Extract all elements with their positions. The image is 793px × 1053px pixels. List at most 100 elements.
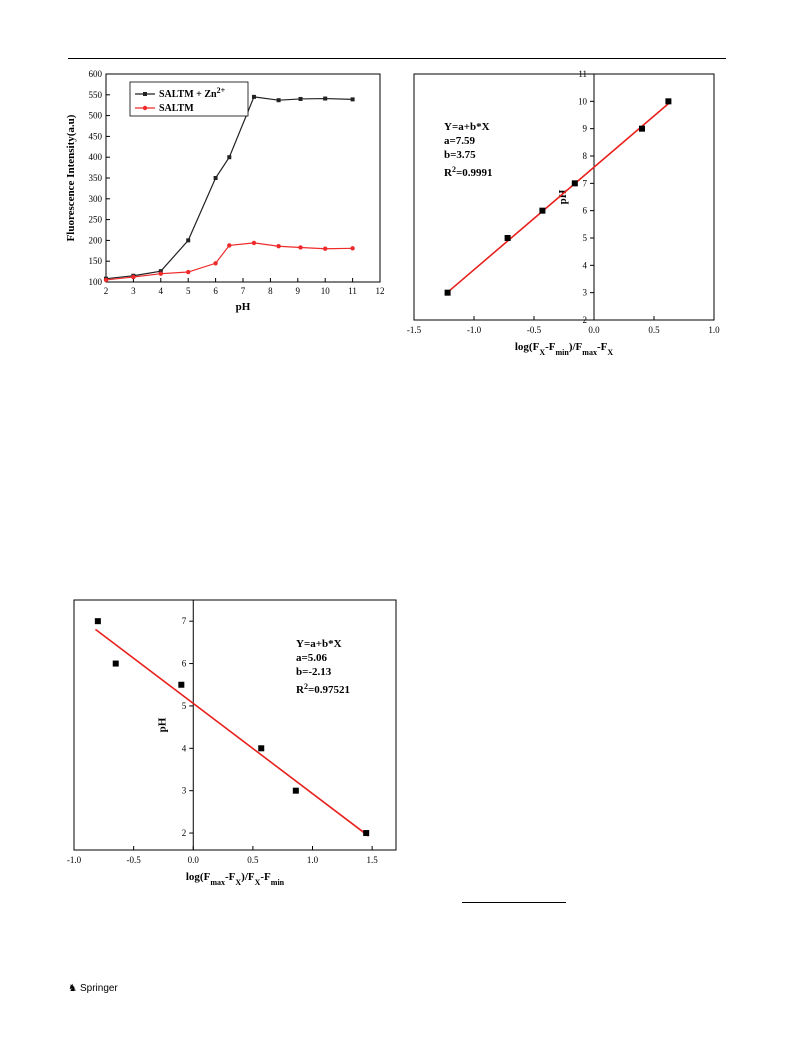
x-tick-label: 4: [159, 286, 164, 296]
fit-r2-value: R2=0.9991: [444, 165, 492, 180]
y-tick-label: 500: [89, 111, 103, 121]
y-tick-label: 550: [89, 90, 103, 100]
fit-r2-value: R2=0.97521: [296, 682, 350, 697]
y-tick-label: 350: [89, 173, 103, 183]
x-tick-label: -0.5: [127, 855, 142, 865]
page-top-rule: [68, 58, 726, 59]
x-tick-label: 1.0: [307, 855, 319, 865]
x-tick-label: 1.5: [367, 855, 379, 865]
data-point: [571, 180, 578, 187]
data-point: [213, 176, 218, 180]
x-axis-label-part: X: [607, 348, 613, 357]
footnote-rule: [462, 902, 566, 903]
x-tick-label: 6: [213, 286, 218, 296]
x-axis-label: log(Fmax-FX)/FX-Fmin: [186, 871, 285, 887]
x-tick-label: 8: [268, 286, 273, 296]
x-tick-label: 1.0: [708, 325, 720, 335]
legend-swatch-marker: [142, 105, 148, 111]
y-axis-label: Fluorescence Intensity(a.u): [65, 114, 77, 241]
x-axis-label-part: log(F: [515, 341, 540, 353]
x-axis-label-part: )/F: [569, 341, 583, 353]
x-tick-label: 12: [376, 286, 385, 296]
data-point: [258, 745, 265, 752]
data-point: [363, 830, 370, 837]
x-axis-label-part: X: [235, 878, 241, 887]
ph-fit-chart-1-svg: -1.5 -1.0 -0.5 0.0 0.5 1.0 2 3 4 5 6 7 8 9 10 11 pH log(F…: [407, 69, 720, 357]
y-tick-label: 7: [182, 616, 187, 626]
data-point: [298, 245, 303, 250]
x-axis-label: log(FX-Fmin)/Fmax-FX: [515, 341, 613, 357]
y-tick-label: 2: [583, 315, 588, 325]
y-tick-label: 8: [583, 151, 588, 161]
y-tick-label: 600: [89, 69, 103, 79]
data-point: [323, 246, 328, 251]
y-tick-label: 200: [89, 235, 103, 245]
data-point: [298, 96, 303, 101]
y-tick-label: 2: [182, 828, 187, 838]
x-axis-label-part: min: [271, 878, 285, 887]
y-tick-label: 9: [583, 124, 588, 134]
data-point: [276, 244, 281, 249]
x-tick-label: 7: [241, 286, 246, 296]
fit-a-value: a=5.06: [296, 652, 328, 664]
data-point: [186, 238, 191, 243]
fit-a-value: a=7.59: [444, 135, 476, 147]
legend-swatch-marker: [143, 92, 147, 96]
data-point: [251, 240, 257, 246]
data-point: [186, 269, 191, 275]
data-point: [639, 125, 645, 132]
fit-r2-superscript: 2: [452, 165, 456, 174]
legend: SALTM + Zn2+ SALTM: [129, 81, 249, 117]
x-tick-label: -1.0: [467, 325, 482, 335]
data-point: [292, 787, 299, 794]
publisher-name: Springer: [79, 983, 118, 994]
x-axis-label-part: )/F: [241, 871, 255, 883]
y-tick-label: 4: [182, 743, 187, 753]
x-tick-label: 9: [296, 286, 301, 296]
fit-r2-number: =0.97521: [308, 684, 350, 696]
x-tick-label: -0.5: [527, 325, 542, 335]
fluorescence-ph-chart: 2 3 4 5 6 7 8 9 10 11 12 100 150 200 250 300 350 400 450 50…: [62, 62, 392, 322]
x-tick-label: -1.0: [67, 855, 82, 865]
x-tick-label: 0.5: [247, 855, 259, 865]
data-point: [350, 246, 355, 251]
publisher-footer: ♞ Springer: [68, 983, 118, 994]
x-axis-label-part: -F: [597, 341, 608, 353]
springer-horse-icon: ♞: [68, 983, 77, 994]
data-point: [158, 271, 163, 276]
x-axis-label-part: log(F: [186, 871, 211, 883]
legend-box: [129, 81, 249, 117]
plot-frame: [73, 599, 397, 851]
y-axis-label: pH: [557, 189, 569, 204]
fit-equation: Y=a+b*X: [444, 121, 490, 133]
data-point: [103, 277, 109, 283]
y-tick-label: 6: [583, 206, 588, 216]
data-point: [665, 98, 672, 105]
fit-line: [94, 628, 370, 837]
x-axis-label-part: -F: [225, 871, 236, 883]
data-point: [251, 94, 256, 99]
y-tick-label: 4: [583, 260, 588, 270]
y-tick-label: 7: [583, 178, 588, 188]
x-tick-label: 2: [104, 286, 109, 296]
fit-b-value: b=-2.13: [296, 666, 332, 678]
data-point: [444, 289, 451, 296]
ph-fit-chart-2: -1.0 -0.5 0.0 0.5 1.0 1.5 2 3 4 5 6 7 pH log(Fmax-FX)…: [60, 592, 400, 904]
data-point: [227, 243, 232, 248]
x-axis-label-part: max: [210, 878, 225, 887]
y-axis-label: pH: [156, 717, 168, 732]
legend-label: SALTM + Zn2+: [159, 86, 226, 101]
y-tick-label: 150: [89, 256, 103, 266]
y-tick-label: 3: [182, 786, 187, 796]
x-tick-label: 3: [131, 286, 136, 296]
data-point: [94, 618, 101, 625]
fluorescence-ph-chart-svg: 2 3 4 5 6 7 8 9 10 11 12 100 150 200 250 300 350 400 450 50…: [65, 69, 385, 313]
data-point: [178, 681, 185, 688]
y-tick-label: 100: [89, 277, 103, 287]
x-tick-label: 0.5: [648, 325, 660, 335]
legend-label-superscript: 2+: [217, 86, 226, 95]
x-axis-label-part: -F: [260, 871, 271, 883]
fit-r2-superscript: 2: [304, 682, 308, 691]
fit-line: [444, 100, 672, 295]
y-tick-label: 10: [578, 96, 588, 106]
